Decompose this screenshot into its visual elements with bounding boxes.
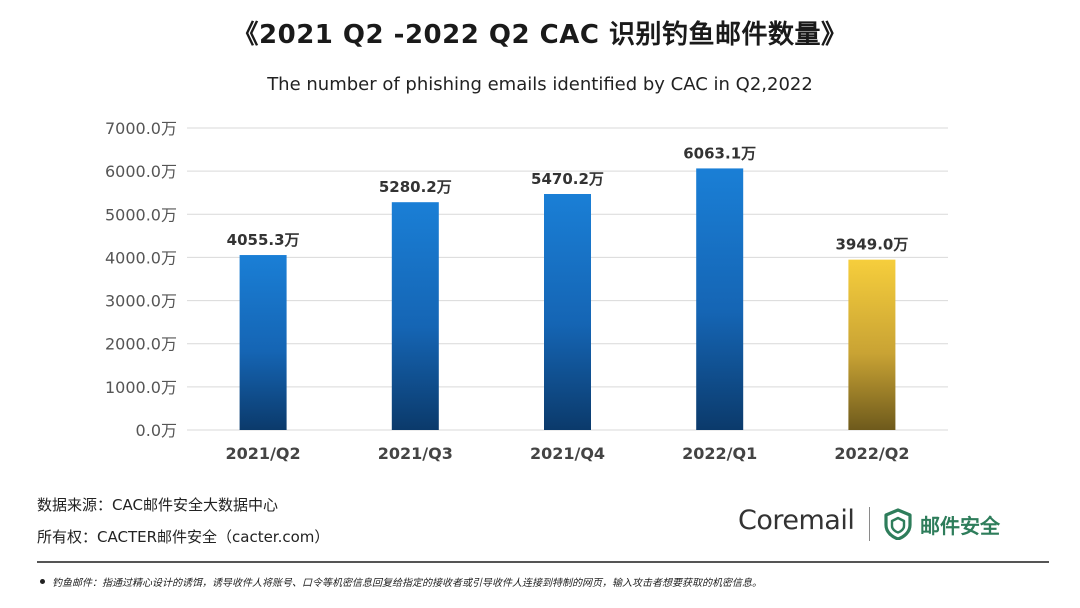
bar-2022-Q2 — [848, 259, 896, 430]
copyright: 所有权：CACTER邮件安全（cacter.com） — [37, 528, 330, 546]
logo-divider — [869, 507, 870, 541]
footer-divider — [37, 561, 1049, 563]
y-tick-label: 1000.0万 — [105, 378, 177, 397]
logo-brand: Coremail — [738, 505, 855, 536]
x-tick-label: 2022/Q2 — [834, 444, 909, 463]
bar-2021-Q4 — [544, 193, 591, 430]
shield-icon — [884, 508, 912, 540]
y-tick-label: 3000.0万 — [105, 292, 177, 311]
y-tick-label: 7000.0万 — [105, 119, 177, 138]
bar-2021-Q2 — [239, 255, 287, 430]
bar-2022-Q1 — [696, 168, 744, 431]
chart-subtitle: The number of phishing emails identified… — [267, 74, 813, 95]
y-tick-label: 0.0万 — [136, 421, 177, 440]
logo-product: 邮件安全 — [920, 514, 1000, 538]
bar-chart: 0.0万 1000.0万 2000.0万 3000.0万 4000.0万 5000.0万 6… — [105, 119, 948, 463]
bar-value-label: 4055.3万 — [227, 231, 300, 249]
bar-2021-Q3 — [391, 202, 439, 430]
bar-value-label: 3949.0万 — [835, 236, 908, 254]
x-tick-label: 2022/Q1 — [682, 444, 757, 463]
chart-title: 《2021 Q2 -2022 Q2 CAC 识别钓鱼邮件数量》 — [232, 20, 848, 50]
x-tick-label: 2021/Q2 — [226, 444, 301, 463]
coremail-logo: Coremail 邮件安全 — [738, 505, 1018, 545]
x-tick-label: 2021/Q3 — [378, 444, 453, 463]
y-tick-label: 6000.0万 — [105, 162, 177, 181]
footnote-bullet — [40, 579, 45, 584]
footnote: 钓鱼邮件：指通过精心设计的诱饵，诱导收件人将账号、口令等机密信息回复给指定的接收… — [52, 578, 762, 589]
bar-value-label: 6063.1万 — [683, 144, 756, 162]
y-tick-label: 5000.0万 — [105, 205, 177, 224]
bar-value-label: 5280.2万 — [379, 178, 452, 196]
y-tick-label: 2000.0万 — [105, 335, 177, 354]
bar-value-label: 5470.2万 — [531, 170, 604, 188]
data-source: 数据来源：CAC邮件安全大数据中心 — [37, 496, 278, 514]
x-tick-label: 2021/Q4 — [530, 444, 605, 463]
y-tick-label: 4000.0万 — [105, 248, 177, 267]
